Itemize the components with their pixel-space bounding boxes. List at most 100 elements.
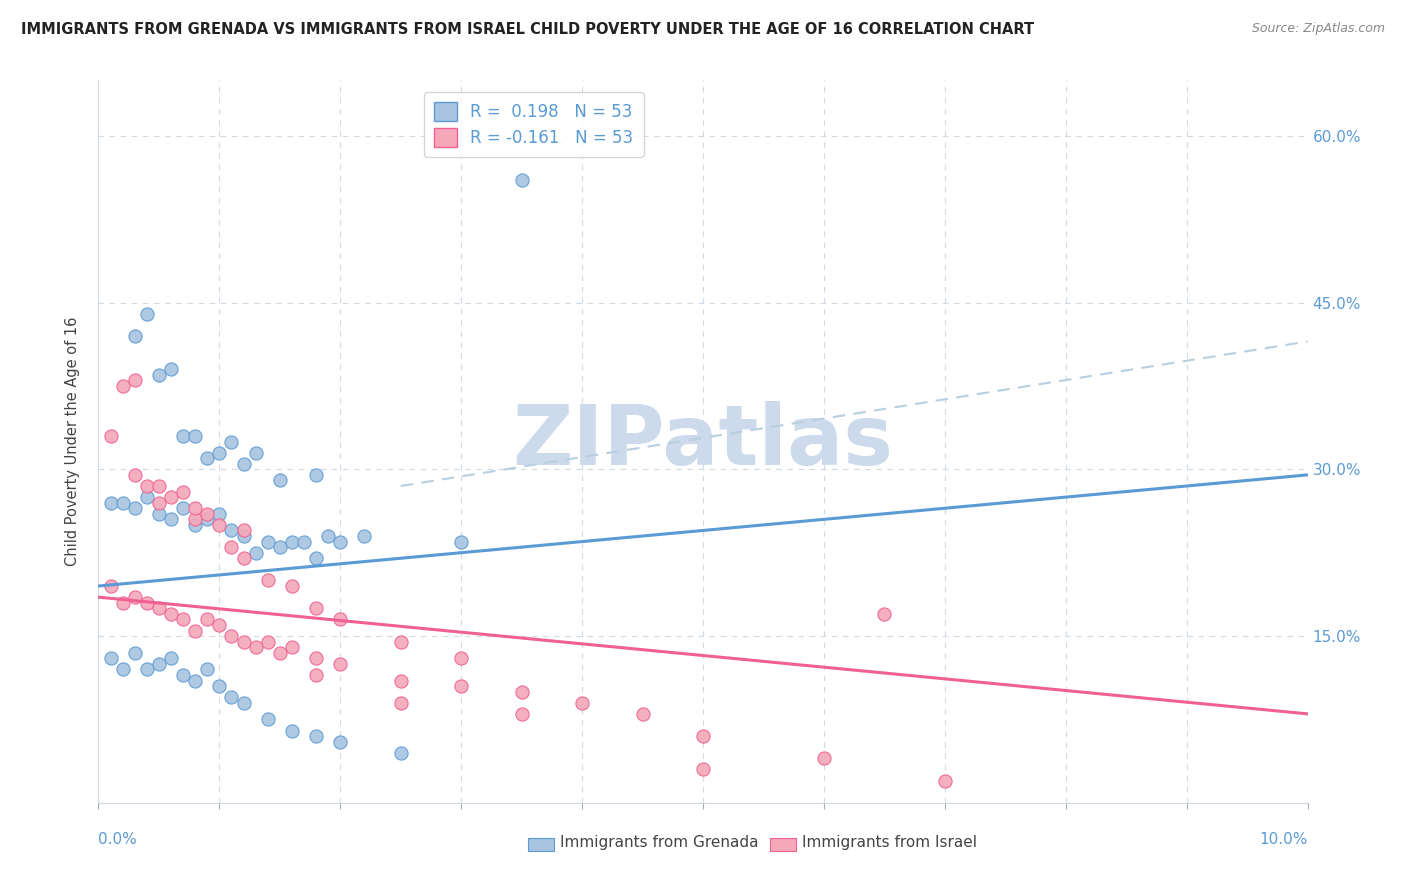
Point xyxy=(195,512,218,526)
Point xyxy=(510,684,533,698)
Point xyxy=(148,657,170,671)
Text: ZIPatlas: ZIPatlas xyxy=(513,401,893,482)
Point xyxy=(208,445,231,459)
Text: Immigrants from Israel: Immigrants from Israel xyxy=(803,835,977,850)
Point xyxy=(208,507,231,521)
Point xyxy=(934,773,956,788)
Point xyxy=(692,729,714,743)
Point xyxy=(160,512,183,526)
Point xyxy=(269,540,291,554)
Point xyxy=(256,634,278,648)
Point xyxy=(184,517,207,532)
Point xyxy=(195,662,218,676)
Point xyxy=(232,696,254,710)
Point xyxy=(873,607,896,621)
Point xyxy=(389,673,412,688)
Point xyxy=(111,379,134,393)
Point xyxy=(256,574,278,588)
Point xyxy=(100,496,122,510)
Point xyxy=(221,629,243,643)
Point xyxy=(305,551,328,566)
Text: Source: ZipAtlas.com: Source: ZipAtlas.com xyxy=(1251,22,1385,36)
Point xyxy=(135,479,157,493)
Point xyxy=(269,646,291,660)
Point xyxy=(160,651,183,665)
Point xyxy=(305,651,328,665)
Point xyxy=(221,434,243,449)
Point xyxy=(245,640,267,655)
Point xyxy=(510,706,533,721)
Point xyxy=(450,651,472,665)
Text: 10.0%: 10.0% xyxy=(1260,831,1308,847)
Point xyxy=(571,696,593,710)
Point xyxy=(329,657,352,671)
Point xyxy=(813,751,835,765)
Point xyxy=(184,673,207,688)
Point xyxy=(232,634,254,648)
Point xyxy=(148,368,170,382)
Point xyxy=(245,445,267,459)
Point xyxy=(256,534,278,549)
Point xyxy=(256,713,278,727)
Point xyxy=(111,596,134,610)
Point xyxy=(269,474,291,488)
Point xyxy=(148,507,170,521)
Point xyxy=(135,596,157,610)
Point xyxy=(148,601,170,615)
Point xyxy=(172,668,194,682)
Point xyxy=(389,746,412,760)
Point xyxy=(329,734,352,748)
Point xyxy=(232,551,254,566)
Text: Immigrants from Grenada: Immigrants from Grenada xyxy=(561,835,759,850)
Text: 0.0%: 0.0% xyxy=(98,831,138,847)
Point xyxy=(148,479,170,493)
Point xyxy=(195,612,218,626)
Point xyxy=(221,690,243,705)
Point xyxy=(389,696,412,710)
Point xyxy=(450,679,472,693)
Point xyxy=(195,507,218,521)
Point xyxy=(329,534,352,549)
Point xyxy=(208,679,231,693)
Point xyxy=(281,640,304,655)
Point xyxy=(281,723,304,738)
Point xyxy=(232,457,254,471)
Text: IMMIGRANTS FROM GRENADA VS IMMIGRANTS FROM ISRAEL CHILD POVERTY UNDER THE AGE OF: IMMIGRANTS FROM GRENADA VS IMMIGRANTS FR… xyxy=(21,22,1035,37)
Point xyxy=(124,646,146,660)
Point xyxy=(245,546,267,560)
Point xyxy=(221,524,243,538)
Point xyxy=(281,579,304,593)
Point xyxy=(135,662,157,676)
Point xyxy=(172,612,194,626)
Point xyxy=(232,529,254,543)
Point xyxy=(172,484,194,499)
Point xyxy=(184,501,207,516)
Point xyxy=(195,451,218,466)
Point xyxy=(184,512,207,526)
Point xyxy=(100,429,122,443)
Point xyxy=(160,490,183,504)
Point xyxy=(305,467,328,482)
Point xyxy=(100,651,122,665)
Point xyxy=(135,307,157,321)
Point xyxy=(316,529,339,543)
Point xyxy=(100,579,122,593)
Point xyxy=(353,529,375,543)
Point xyxy=(184,624,207,638)
Point xyxy=(305,729,328,743)
FancyBboxPatch shape xyxy=(527,838,554,851)
Y-axis label: Child Poverty Under the Age of 16: Child Poverty Under the Age of 16 xyxy=(65,317,80,566)
Point xyxy=(124,329,146,343)
Point xyxy=(184,429,207,443)
Point xyxy=(111,496,134,510)
Legend: R =  0.198   N = 53, R = -0.161   N = 53: R = 0.198 N = 53, R = -0.161 N = 53 xyxy=(423,92,644,157)
Point xyxy=(329,612,352,626)
Point xyxy=(111,662,134,676)
Point xyxy=(208,618,231,632)
Point xyxy=(292,534,315,549)
Point xyxy=(232,524,254,538)
Point xyxy=(692,763,714,777)
Point xyxy=(124,373,146,387)
Point xyxy=(160,607,183,621)
Point xyxy=(172,429,194,443)
